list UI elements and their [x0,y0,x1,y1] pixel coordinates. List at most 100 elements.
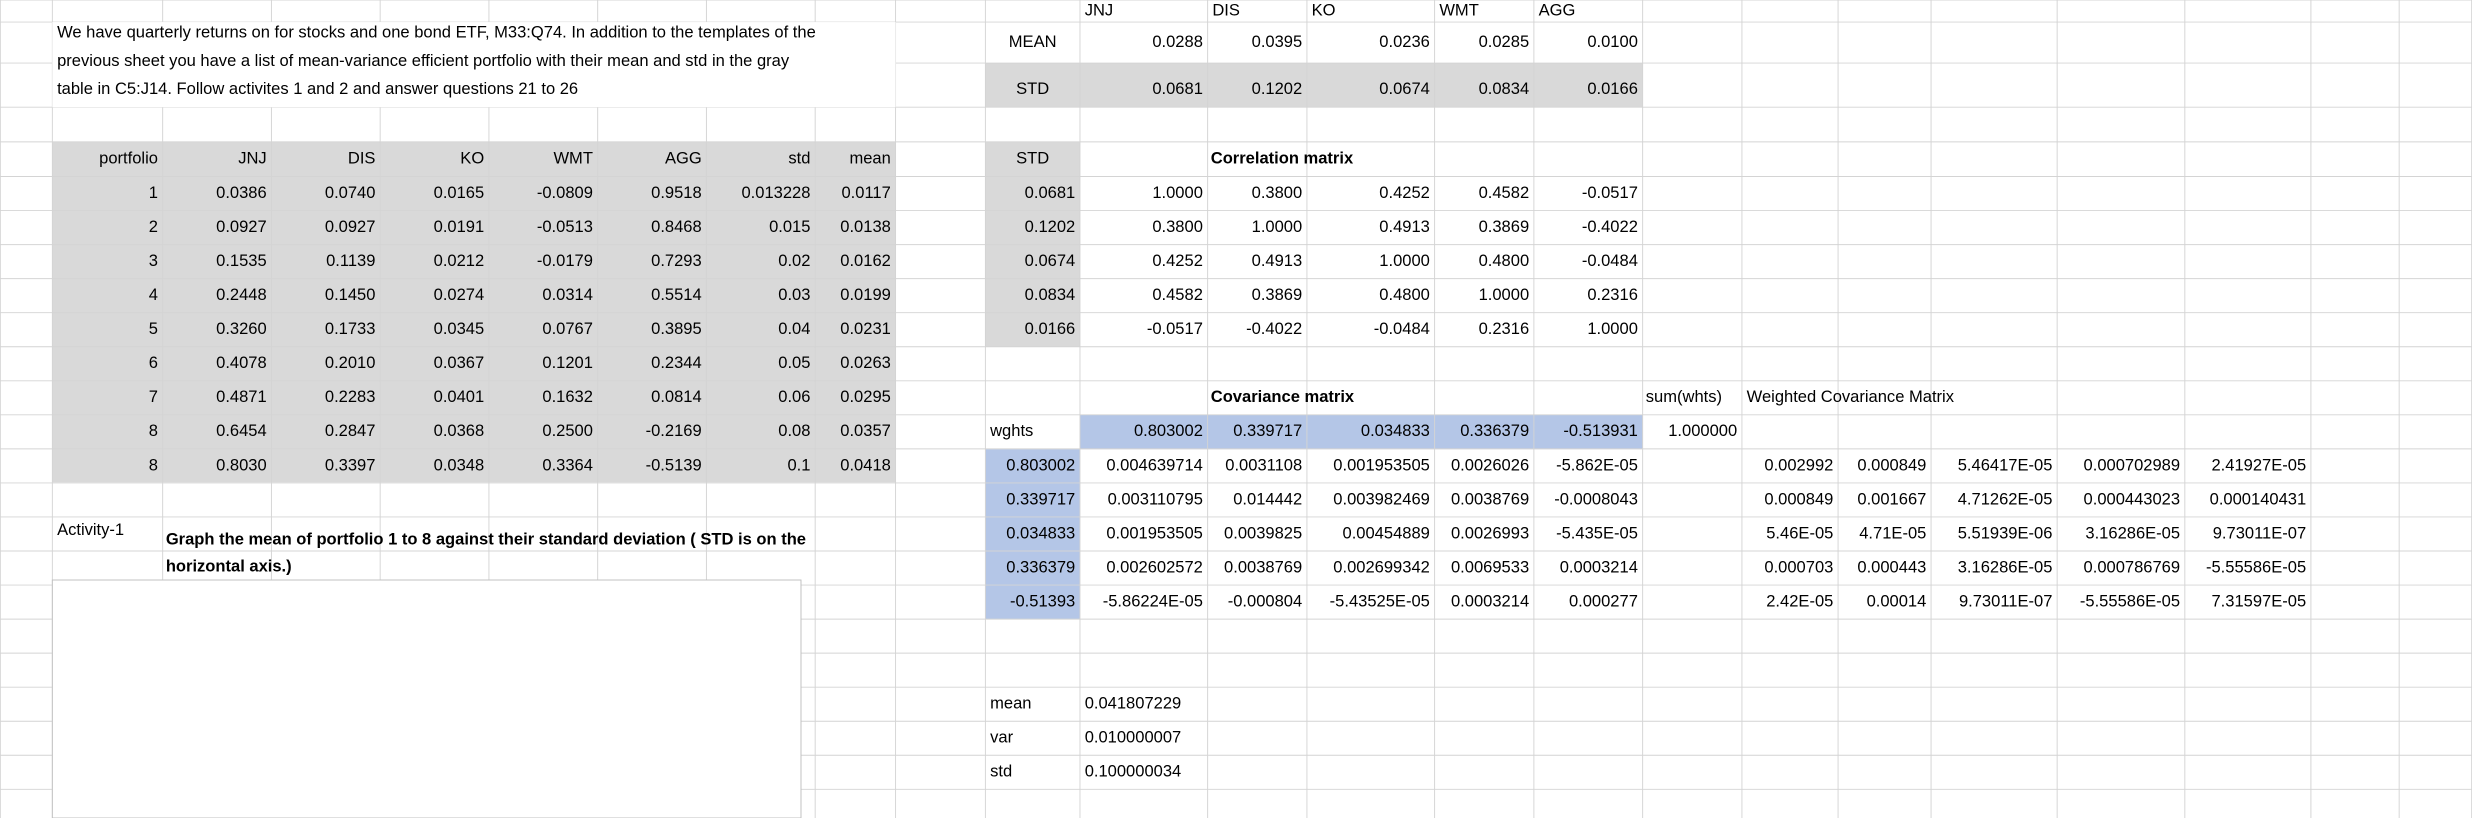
portfolio-cell: 0.013228 [741,183,810,202]
covariance-value: 0.014442 [1233,489,1302,508]
portfolio-cell: 0.1139 [326,251,375,270]
weighted-value: 9.73011E-07 [2213,523,2306,542]
portfolio-cell: 0.0314 [542,285,593,304]
summary-value: 0.0395 [1252,32,1303,51]
covariance-value: 0.0026993 [1451,523,1529,542]
correlation-value: 1.0000 [1479,285,1530,304]
portfolio-cell: 0.0345 [434,319,485,338]
std-row-fill [985,63,1643,108]
portfolio-cell: 7 [149,387,158,406]
weighted-value: 9.73011E-07 [1959,591,2052,610]
portfolio-cell: 0.0357 [840,421,891,440]
portfolio-cell: 4 [149,285,158,304]
portfolio-cell: 0.1535 [216,251,267,270]
correlation-value: -0.4022 [1246,319,1302,338]
correlation-value: 0.4582 [1479,183,1530,202]
weight: 0.034833 [1361,421,1430,440]
portfolio-cell: -0.0179 [537,251,593,270]
weighted-value: 3.16286E-05 [2085,523,2180,542]
portfolio-cell: 0.0767 [542,319,593,338]
covariance-value: 0.003110795 [1108,489,1203,508]
portfolio-header: std [788,149,810,168]
portfolio-cell: 0.04 [778,319,810,338]
correlation-value: -0.0517 [1147,319,1203,338]
summary-value: 0.0166 [1587,79,1638,98]
portfolio-cell: 0.06 [778,387,810,406]
ticker-header: WMT [1439,0,1478,19]
portfolio-cell: 0.0386 [216,183,267,202]
activity-text: horizontal axis.) [166,556,292,575]
portfolio-cell: 0.0165 [434,183,485,202]
portfolio-cell: -0.0513 [537,217,593,236]
covariance-value: 0.0069533 [1451,557,1529,576]
portfolio-cell: 0.0117 [841,183,890,202]
portfolio-header: JNJ [238,149,266,168]
summary-value: 0.0288 [1152,32,1203,51]
weighted-value: 5.51939E-06 [1958,523,2053,542]
portfolio-cell: 0.1733 [325,319,376,338]
portfolio-cell: 0.0138 [840,217,891,236]
covariance-value: 0.0039825 [1224,523,1302,542]
correlation-value: 1.0000 [1379,251,1430,270]
weighted-value: -5.55586E-05 [2080,591,2180,610]
portfolio-cell: 0.1632 [542,387,593,406]
portfolio-header: mean [849,149,890,168]
correlation-value: 0.4800 [1379,285,1430,304]
covariance-value: -0.0008043 [1554,489,1638,508]
covariance-value: -5.862E-05 [1556,455,1638,474]
covariance-value: -5.43525E-05 [1330,591,1430,610]
portfolio-cell: 0.2847 [325,421,376,440]
weight: 0.336379 [1460,421,1529,440]
portfolio-cell: 0.0367 [434,353,485,372]
portfolio-cell: 0.2344 [651,353,702,372]
portfolio-cell: 0.0212 [434,251,485,270]
covariance-value: 0.004639714 [1106,455,1203,474]
portfolio-cell: 0.0162 [840,251,891,270]
covariance-value: 0.0026026 [1451,455,1529,474]
portfolio-header: AGG [665,149,702,168]
portfolio-cell: 0.3364 [542,455,593,474]
covariance-value: 0.0031108 [1225,455,1302,474]
weighted-title: Weighted Covariance Matrix [1747,387,1955,406]
covariance-value: 0.0038769 [1224,557,1302,576]
portfolio-cell: 0.4871 [216,387,267,406]
weighted-value: 3.16286E-05 [1958,557,2053,576]
row-weight: 0.336379 [1006,557,1075,576]
correlation-std: 0.1202 [1025,217,1076,236]
weights-row-fill [1079,414,1643,450]
summary-value: 0.0236 [1379,32,1430,51]
correlation-title: Correlation matrix [1211,149,1354,168]
result-label: var [990,728,1013,747]
std-label: STD [1016,149,1049,168]
intro-line: We have quarterly returns on for stocks … [57,22,816,41]
row-weight: -0.51393 [1010,591,1075,610]
portfolio-cell: 0.05 [778,353,810,372]
covariance-value: 0.001953505 [1333,455,1430,474]
summary-value: 0.1202 [1252,79,1303,98]
weighted-value: 0.000849 [1857,455,1926,474]
portfolio-header: DIS [348,149,376,168]
correlation-value: 1.0000 [1252,217,1303,236]
covariance-value: -0.000804 [1228,591,1302,610]
weighted-value: 2.41927E-05 [2211,455,2306,474]
portfolio-cell: 0.3895 [651,319,702,338]
portfolio-cell: 0.0274 [434,285,485,304]
portfolio-cell: 0.4078 [216,353,267,372]
covariance-value: 0.0038769 [1451,489,1529,508]
weights-column-fill [985,449,1080,620]
row-weight: 0.034833 [1006,523,1075,542]
portfolio-cell: 0.015 [769,217,810,236]
portfolio-table-fill [52,141,896,483]
portfolio-cell: 0.0927 [325,217,376,236]
weighted-value: 0.000702989 [2084,455,2181,474]
portfolio-cell: 5 [149,319,158,338]
result-label: mean [990,694,1031,713]
summary-value: 0.0285 [1479,32,1530,51]
correlation-std: 0.0674 [1025,251,1076,270]
portfolio-cell: 0.9518 [651,183,702,202]
chart-area [51,579,802,818]
intro-line: previous sheet you have a list of mean-v… [57,51,790,70]
covariance-value: 0.002602572 [1106,557,1203,576]
intro-cell [52,22,896,108]
